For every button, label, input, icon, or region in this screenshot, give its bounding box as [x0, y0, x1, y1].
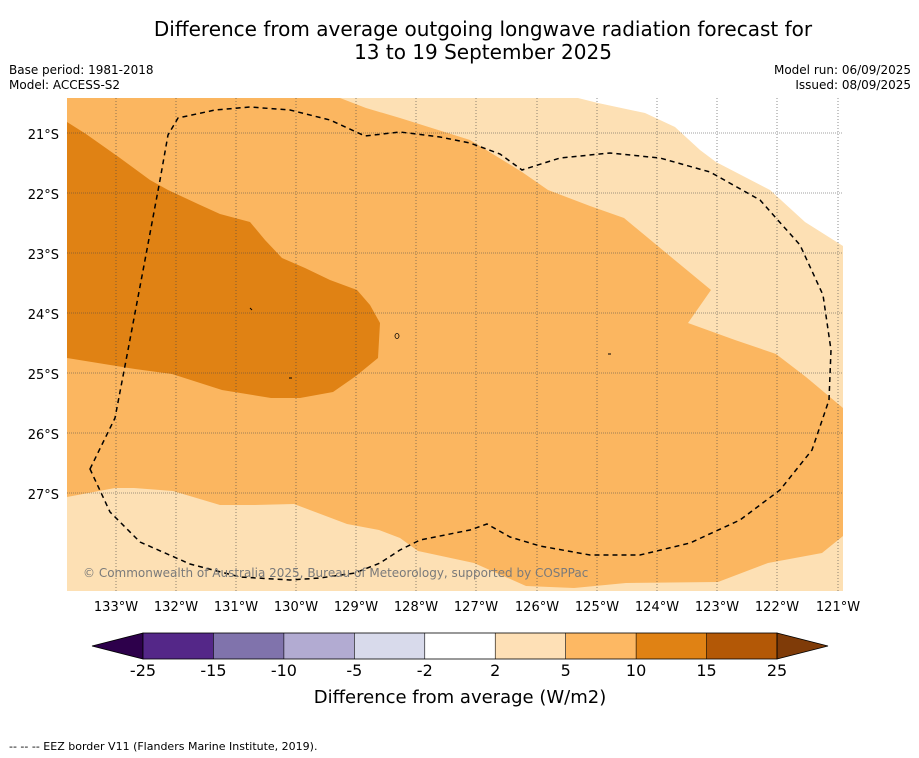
- lat-label: 21°S: [28, 128, 59, 143]
- lat-label: 25°S: [28, 368, 59, 383]
- lon-label: 124°W: [635, 600, 679, 615]
- lon-label: 127°W: [454, 600, 498, 615]
- colorbar-tick-label: 10: [626, 661, 646, 680]
- colorbar-over-arrow: [776, 632, 829, 660]
- colorbar-tick-label: -5: [346, 661, 362, 680]
- lat-label: 24°S: [28, 308, 59, 323]
- lon-label: 129°W: [334, 600, 378, 615]
- lat-label: 22°S: [28, 188, 59, 203]
- lon-label: 133°W: [94, 600, 138, 615]
- lon-label: 126°W: [515, 600, 559, 615]
- colorbar-tick-label: 5: [561, 661, 571, 680]
- eez-border: [89, 106, 832, 581]
- lat-label: 26°S: [28, 428, 59, 443]
- longitude-labels: 133°W 132°W 131°W 130°W 129°W 128°W 127°…: [94, 600, 860, 615]
- colorbar: -25 -15 -10 -5 -2 2 5 10 15 25 Difference from av…: [91, 632, 829, 708]
- contour-mark: [249, 307, 253, 311]
- copyright-text: © Commonwealth of Australia 2025, Bureau…: [83, 566, 588, 580]
- graticule: [67, 98, 843, 591]
- colorbar-cell: [706, 633, 778, 659]
- colorbar-cell: [495, 633, 567, 659]
- lat-label: 23°S: [28, 248, 59, 263]
- colorbar-cell: [565, 633, 637, 659]
- colorbar-cell: [636, 633, 708, 659]
- colorbar-cell: [424, 633, 496, 659]
- model-run: Model run: 06/09/2025: [773, 63, 911, 77]
- lon-label: 121°W: [816, 600, 860, 615]
- colorbar-tick-label: -15: [200, 661, 226, 680]
- latitude-labels: 21°S 22°S 23°S 24°S 25°S 26°S 27°S: [28, 128, 59, 503]
- base-period: Base period: 1981-2018: [9, 63, 154, 77]
- lon-label: 128°W: [394, 600, 438, 615]
- lon-label: 123°W: [695, 600, 739, 615]
- colorbar-cell: [283, 633, 355, 659]
- lon-label: 130°W: [274, 600, 318, 615]
- lon-label: 131°W: [214, 600, 258, 615]
- colorbar-cell: [143, 633, 214, 659]
- colorbar-tick-label: 25: [767, 661, 787, 680]
- colorbar-tick-label: -25: [130, 661, 156, 680]
- lat-label: 27°S: [28, 488, 59, 503]
- colorbar-frame: [142, 632, 778, 660]
- contour-mark: [394, 333, 400, 339]
- lon-label: 122°W: [755, 600, 799, 615]
- issued-date: Issued: 08/09/2025: [795, 78, 911, 92]
- lon-label: 132°W: [154, 600, 198, 615]
- colorbar-cell: [354, 633, 426, 659]
- title-line-1: Difference from average outgoing longwav…: [153, 17, 813, 41]
- colorbar-tick-label: 15: [696, 661, 716, 680]
- colorbar-under-arrow: [91, 632, 144, 660]
- colorbar-tick-label: -10: [271, 661, 297, 680]
- map-plot-area: © Commonwealth of Australia 2025, Bureau…: [67, 98, 843, 591]
- colorbar-tick-label: 2: [490, 661, 500, 680]
- lon-label: 125°W: [575, 600, 619, 615]
- meta-right: Model run: 06/09/2025 Issued: 08/09/2025: [774, 63, 911, 93]
- band-5-10: [67, 98, 843, 588]
- colorbar-tick-label: -2: [417, 661, 433, 680]
- colorbar-cell: [213, 633, 285, 659]
- meta-left: Base period: 1981-2018 Model: ACCESS-S2: [9, 63, 154, 93]
- map-title: Difference from average outgoing longwav…: [0, 18, 919, 64]
- title-line-2: 13 to 19 September 2025: [354, 40, 612, 64]
- eez-footnote: -- -- -- EEZ border V11 (Flanders Marine…: [9, 740, 318, 753]
- model-name: Model: ACCESS-S2: [9, 78, 121, 92]
- band-10-15: [67, 98, 380, 398]
- colorbar-title: Difference from average (W/m2): [314, 687, 606, 708]
